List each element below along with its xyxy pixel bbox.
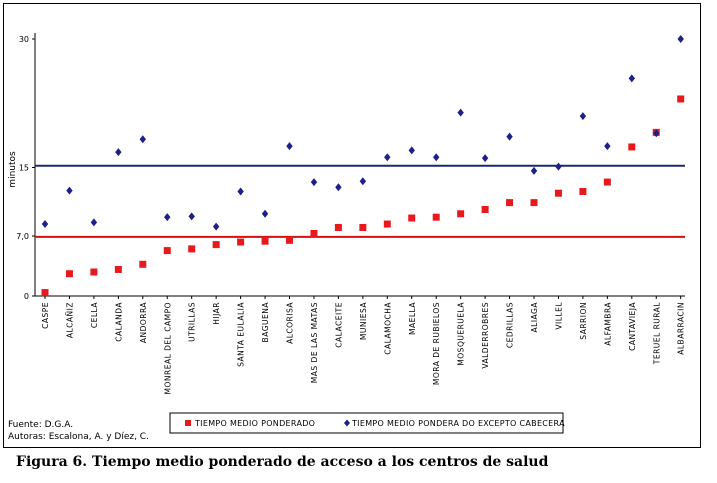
category-label: MAELLA — [408, 302, 417, 335]
point-square — [408, 214, 416, 222]
point-square — [530, 199, 538, 207]
point-diamond — [41, 220, 49, 229]
category-label: CANTAVIEJA — [628, 302, 637, 351]
point-diamond — [457, 108, 464, 117]
point-square — [114, 265, 122, 273]
legend-diamond-marker — [344, 419, 350, 427]
point-square — [286, 236, 293, 244]
point-square — [359, 223, 367, 231]
category-label: ALFAMBRA — [603, 302, 612, 346]
category-label: MOSQUERUELA — [457, 302, 466, 366]
legend-square-marker — [185, 420, 191, 426]
category-label: MAS DE LAS MATAS — [310, 302, 319, 383]
point-square — [554, 189, 562, 197]
category-label: ANDORRA — [139, 302, 148, 344]
point-diamond — [188, 212, 195, 221]
category-label: UTRILLAS — [188, 302, 197, 342]
point-square — [90, 268, 98, 276]
point-diamond — [604, 142, 611, 151]
category-label: MONREAL DEL CAMPO — [163, 302, 172, 394]
y-tick-label: 7,0 — [16, 232, 29, 241]
category-label: VILLEL — [554, 302, 563, 330]
point-diamond — [286, 142, 293, 151]
point-square — [506, 199, 514, 207]
point-diamond — [164, 213, 171, 222]
legend-box — [169, 412, 564, 434]
category-label: SANTA EULALIA — [237, 302, 246, 367]
y-tick-label: 30 — [19, 35, 29, 44]
category-label: CELLA — [90, 302, 99, 329]
point-diamond — [212, 222, 220, 231]
category-label: CEDRILLAS — [506, 302, 515, 348]
category-label: MORA DE RUBIELOS — [432, 302, 441, 385]
authors-text: Autoras: Escalona, A. y Díez, C. — [8, 432, 149, 442]
point-diamond — [481, 154, 489, 163]
point-diamond — [335, 183, 342, 192]
point-diamond — [677, 35, 684, 43]
category-label: BAGUENA — [261, 302, 270, 343]
category-label: ALCORISA — [286, 302, 295, 344]
point-square — [41, 289, 49, 297]
point-diamond — [384, 153, 391, 162]
point-diamond — [579, 112, 587, 121]
legend-label: TIEMPO MEDIO PONDERA DO EXCEPTO CABECERA — [351, 419, 565, 428]
category-label: HIJAR — [212, 302, 221, 325]
point-square — [237, 238, 245, 246]
point-square — [310, 229, 318, 237]
point-diamond — [66, 186, 73, 195]
point-diamond — [90, 218, 98, 227]
category-label: VALDERROBRES — [481, 302, 490, 369]
category-label: SARRION — [579, 302, 588, 340]
point-diamond — [359, 177, 367, 186]
point-diamond — [115, 148, 122, 157]
point-square — [188, 245, 196, 253]
point-square — [579, 187, 587, 195]
point-square — [481, 205, 489, 213]
category-label: ALBARRACIN — [677, 302, 686, 355]
point-diamond — [555, 162, 562, 171]
point-diamond — [506, 132, 513, 141]
point-diamond — [237, 187, 244, 196]
category-label: CALACEITE — [334, 302, 343, 348]
point-diamond — [408, 146, 415, 155]
point-diamond — [139, 135, 146, 144]
point-square — [212, 241, 220, 249]
category-label: CALAMOCHA — [383, 302, 392, 355]
y-axis-label: minutos — [8, 151, 18, 188]
point-diamond — [653, 129, 660, 138]
point-diamond — [530, 166, 538, 175]
point-diamond — [433, 153, 440, 162]
source-notes: Fuente: D.G.A. Autoras: Escalona, A. y D… — [8, 419, 149, 443]
point-square — [603, 178, 611, 186]
point-diamond — [261, 209, 269, 218]
point-square — [65, 270, 73, 278]
category-label: CALANDA — [114, 302, 123, 342]
point-square — [677, 95, 685, 103]
legend-label: TIEMPO MEDIO PONDERADO — [194, 419, 315, 428]
point-square — [139, 260, 147, 268]
point-square — [261, 237, 269, 245]
point-square — [628, 143, 636, 151]
point-square — [163, 247, 171, 255]
category-label: ALCAÑIZ — [65, 302, 74, 338]
point-diamond — [628, 74, 635, 83]
y-tick-label: 0 — [24, 292, 29, 301]
source-text: Fuente: D.G.A. — [8, 420, 74, 430]
category-label: ALIAGA — [530, 302, 539, 333]
y-tick-label: 15 — [19, 164, 29, 173]
category-label: CASPE — [41, 302, 50, 329]
point-square — [334, 223, 342, 231]
category-label: MUNIESA — [359, 302, 368, 340]
figure-caption: Figura 6. Tiempo medio ponderado de acce… — [16, 454, 549, 470]
point-square — [383, 220, 391, 228]
point-square — [432, 213, 440, 221]
category-label: TERUEL RURAL — [652, 302, 661, 366]
chart-frame — [3, 3, 701, 448]
point-diamond — [310, 178, 318, 187]
point-square — [457, 210, 465, 218]
